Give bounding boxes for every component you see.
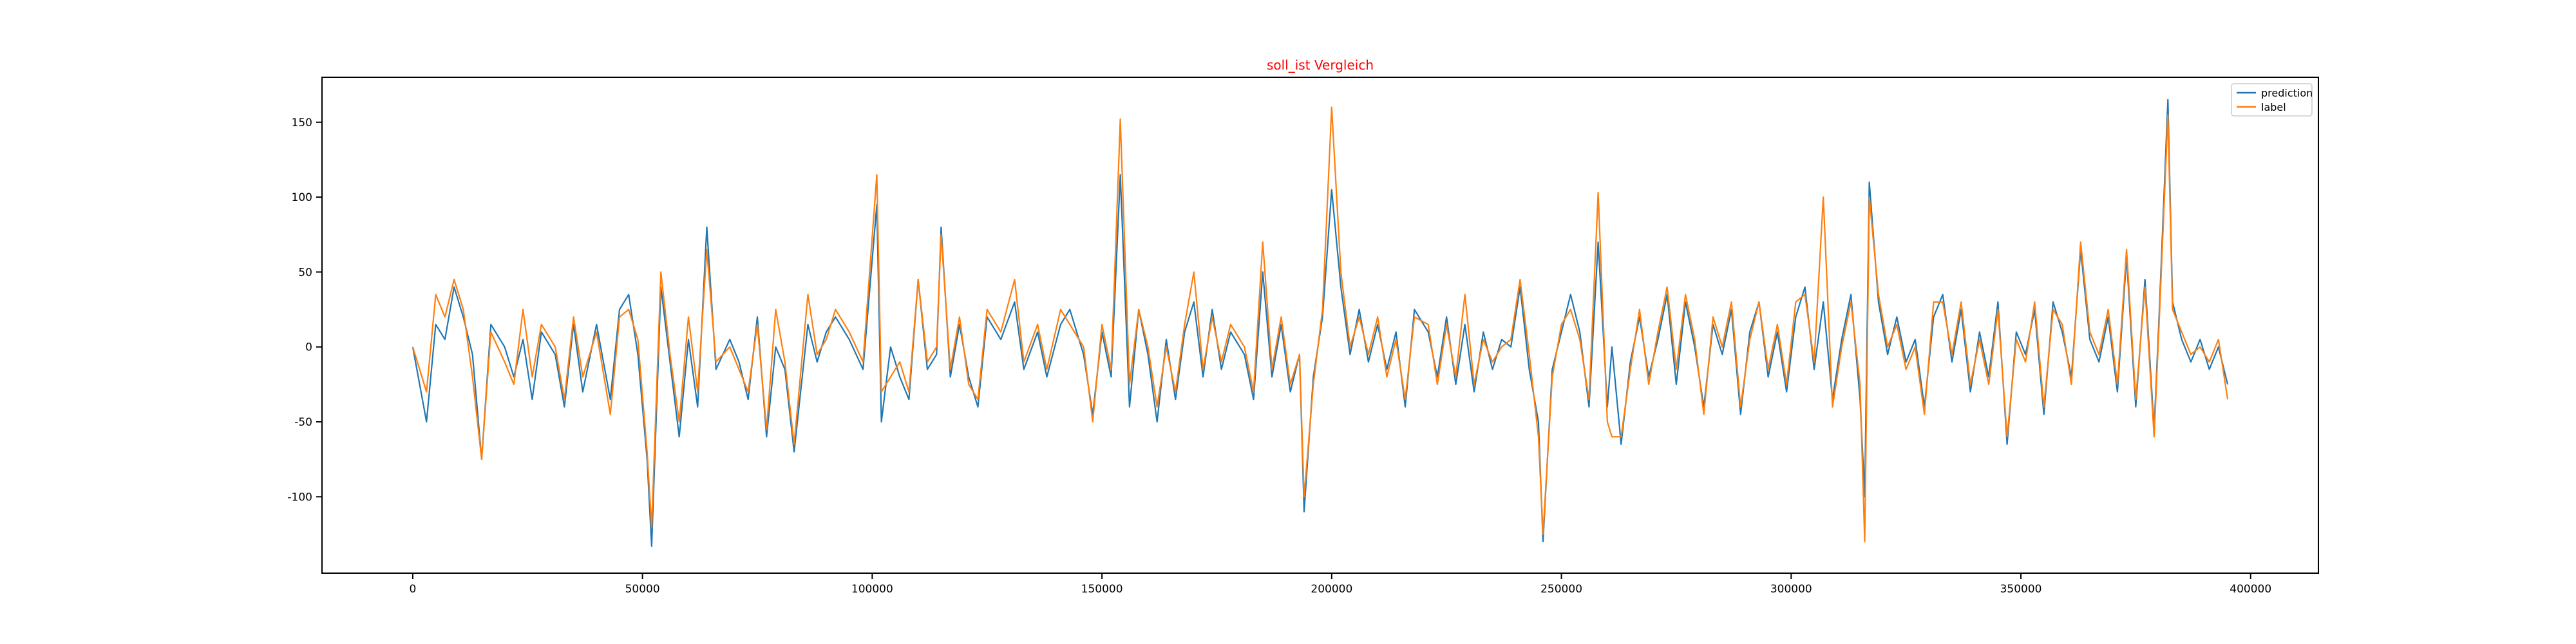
y-tick-label: 50 (298, 266, 312, 279)
x-tick-label: 0 (409, 583, 416, 596)
y-tick-label: 0 (305, 341, 312, 354)
legend-label: label (2261, 101, 2286, 113)
plot-frame (321, 77, 2319, 574)
y-tick-label: -50 (294, 416, 312, 429)
y-tick-label: 100 (292, 191, 312, 204)
line-series (412, 106, 2229, 543)
y-tick-label: 150 (292, 117, 312, 129)
x-tick-label: 250000 (1540, 583, 1582, 596)
x-tick-label: 100000 (851, 583, 893, 596)
legend-box (2231, 83, 2313, 117)
y-tick-label: -100 (287, 491, 312, 504)
legend-label: prediction (2261, 87, 2313, 99)
x-tick-label: 400000 (2230, 583, 2271, 596)
chart-title: soll_ist Vergleich (1267, 57, 1374, 73)
x-tick-label: 50000 (625, 583, 660, 596)
legend: prediction label (2231, 83, 2313, 117)
x-tick-label: 300000 (1770, 583, 1812, 596)
x-tick-label: 150000 (1081, 583, 1123, 596)
x-tick-label: 200000 (1311, 583, 1352, 596)
x-tick-label: 350000 (2000, 583, 2042, 596)
